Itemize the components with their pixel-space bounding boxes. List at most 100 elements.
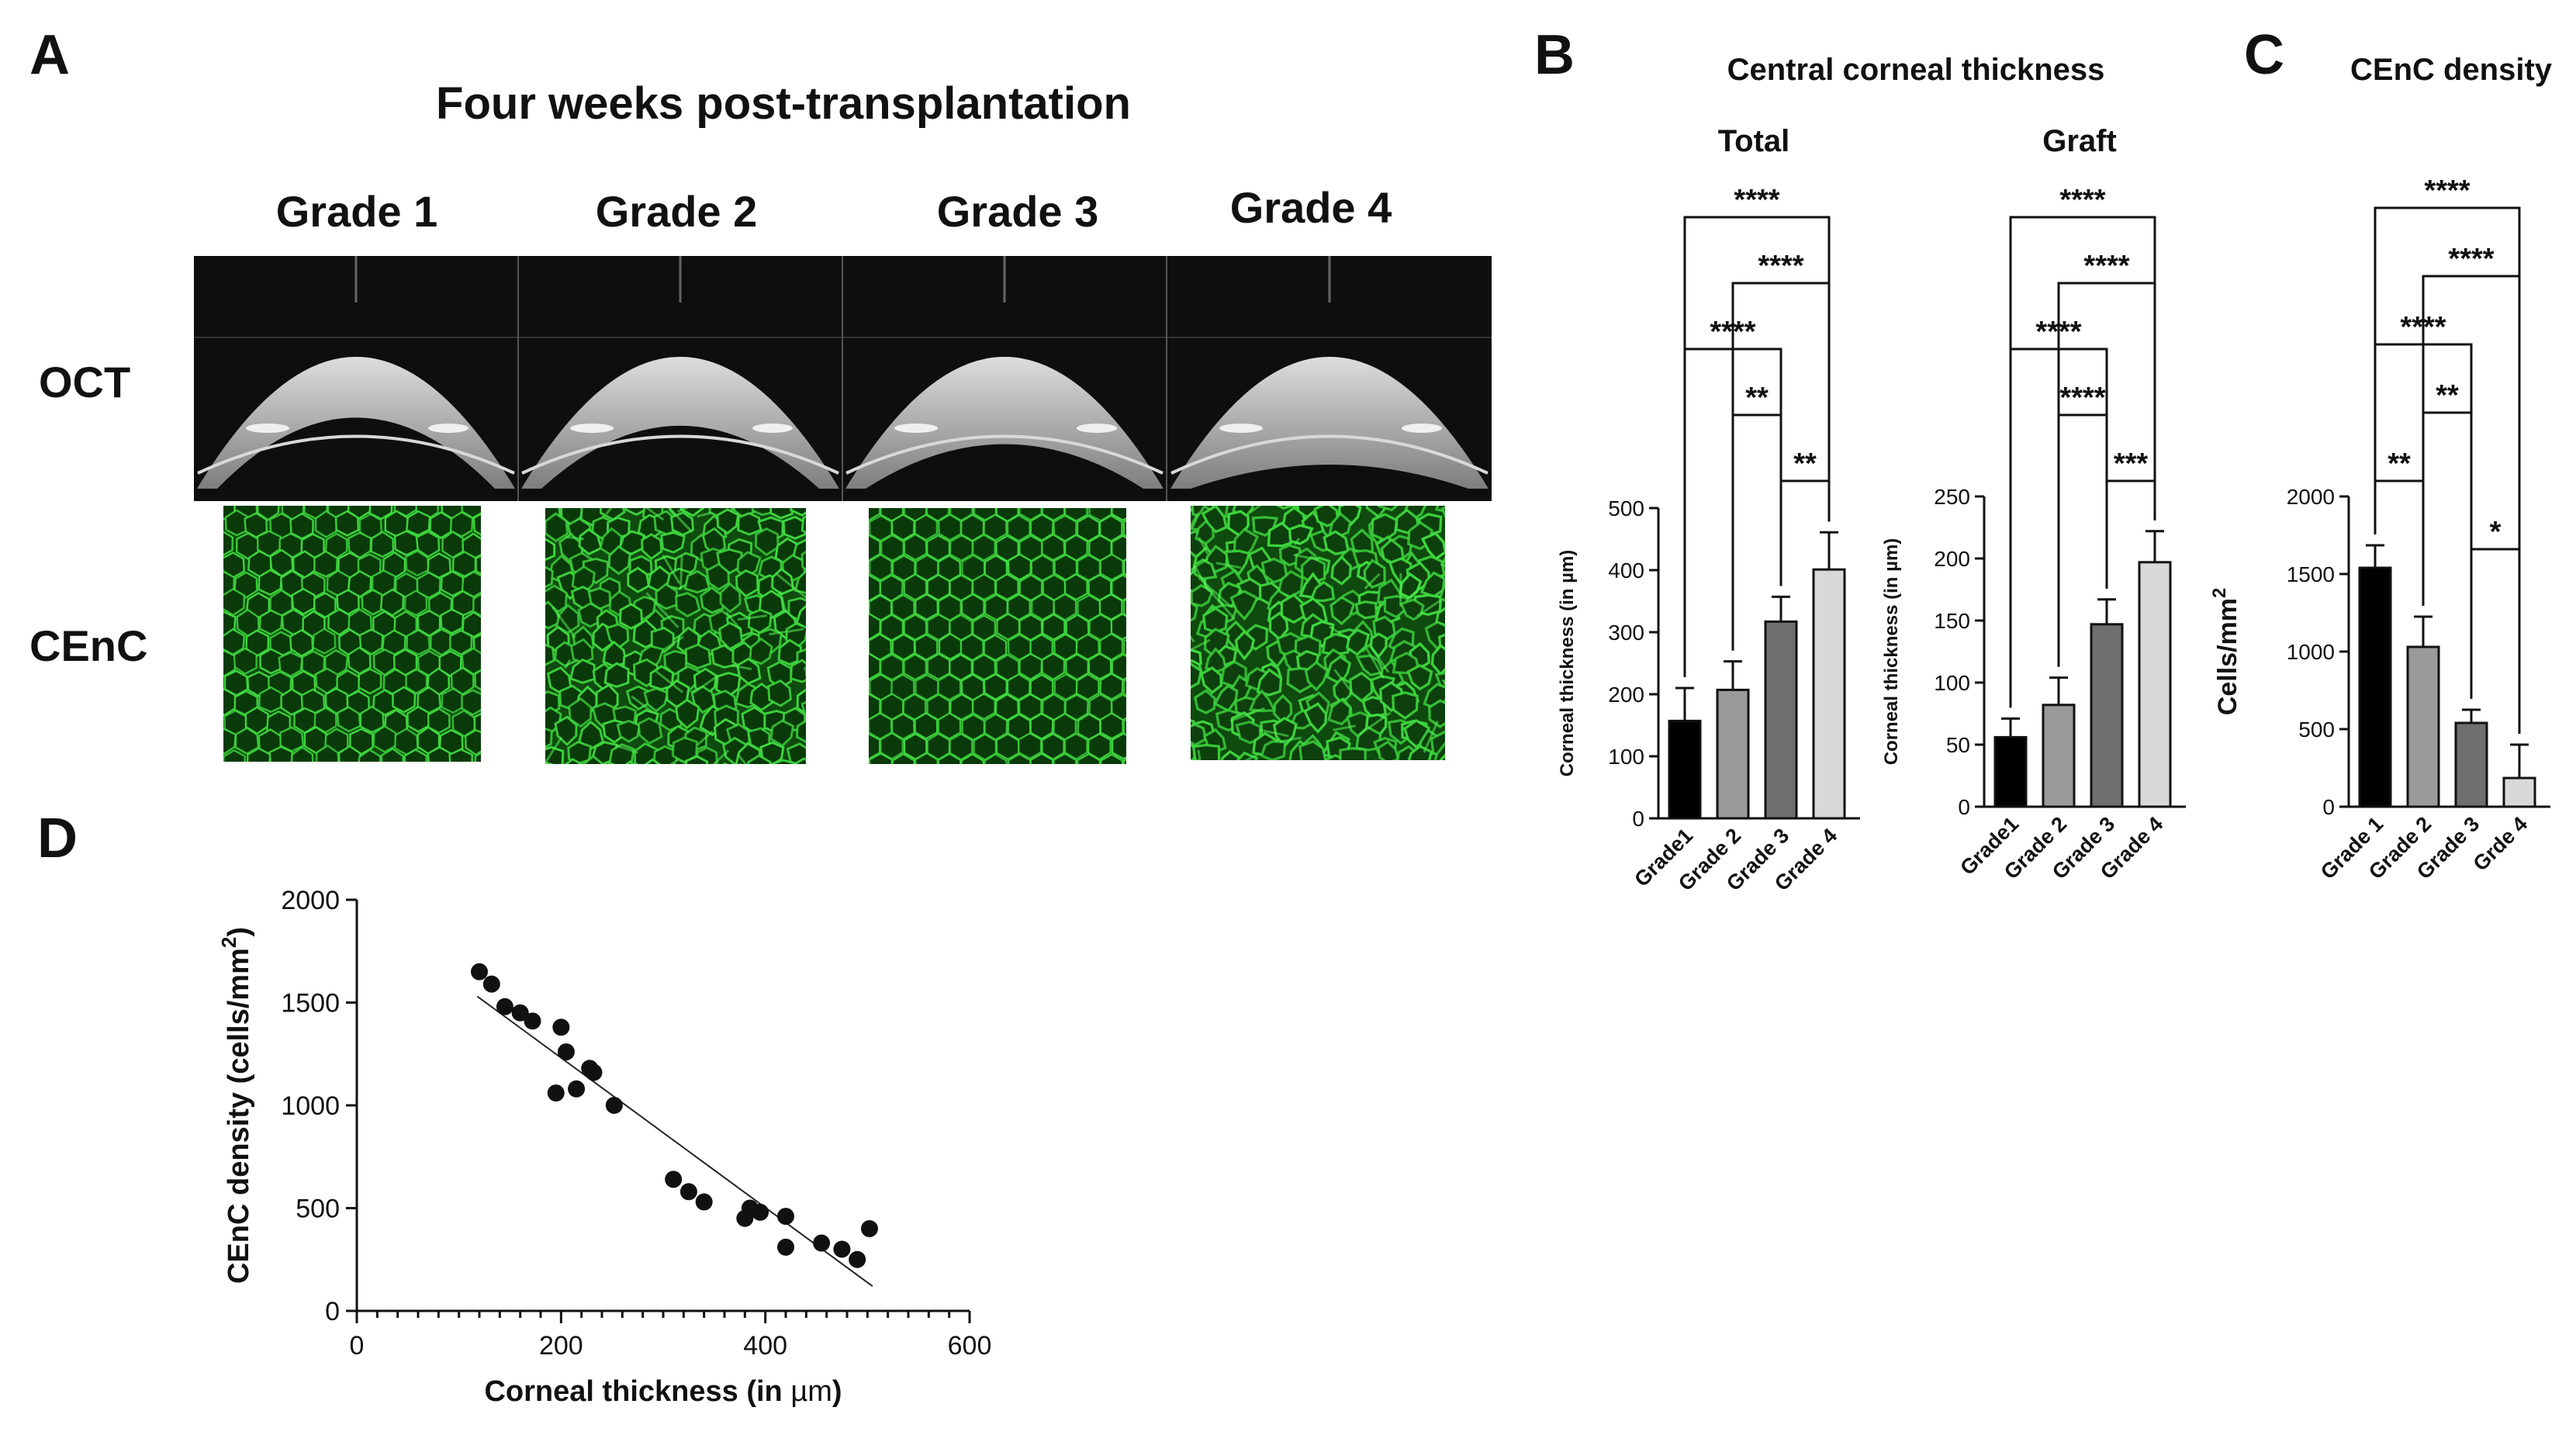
scatter-point: [833, 1241, 850, 1258]
scatter-point: [665, 1170, 682, 1188]
scatter-point: [524, 1012, 541, 1029]
y-tick-label: 2000: [2287, 485, 2335, 509]
panel-a-title: Four weeks post-transplantation: [365, 78, 1202, 130]
x-tick-label: 0: [350, 1331, 365, 1361]
x-tick-label: 200: [539, 1331, 583, 1361]
scatter-point: [548, 1084, 565, 1101]
y-tick-label: 100: [1934, 671, 1970, 695]
scatter-point: [777, 1239, 794, 1256]
scatter-point: [606, 1097, 623, 1114]
significance-label: **: [2388, 448, 2411, 480]
panel-d-letter: D: [37, 807, 78, 870]
y-tick-label: 300: [1608, 621, 1644, 645]
scatter-point: [585, 1064, 602, 1081]
significance-label: ****: [1734, 184, 1779, 216]
cenc-image-grade-4: [1191, 506, 1445, 760]
scatter-point: [680, 1183, 697, 1200]
significance-label: ****: [2035, 316, 2081, 348]
oct-strip: [194, 256, 1492, 501]
y-tick-label: 200: [1934, 547, 1970, 571]
significance-label: ****: [2059, 382, 2105, 414]
chart-title: Total: [1718, 124, 1790, 158]
panel-c-title: CEnC density: [2350, 53, 2552, 88]
y-axis-label: Corneal thickness (in µm): [1557, 550, 1578, 777]
bar: [1717, 690, 1748, 818]
y-tick-label: 500: [296, 1195, 340, 1224]
panel-b-title: Central corneal thickness: [1675, 53, 2156, 88]
significance-label: ****: [2083, 250, 2129, 282]
bar: [2456, 723, 2487, 807]
significance-label: **: [1745, 382, 1769, 414]
scatter-point: [552, 1018, 569, 1036]
bar: [2408, 647, 2439, 807]
y-tick-label: 0: [1632, 807, 1644, 831]
y-tick-label: 0: [2322, 795, 2335, 819]
bar: [1669, 721, 1700, 818]
significance-bracket: [2471, 549, 2519, 734]
scatter-point: [861, 1220, 878, 1237]
scatter-point: [849, 1251, 866, 1268]
y-tick-label: 500: [1608, 496, 1644, 520]
grade-label-2: Grade 2: [552, 186, 800, 237]
x-tick-label: 400: [743, 1331, 787, 1361]
scatter-point: [696, 1194, 713, 1211]
scatter-point: [752, 1204, 769, 1221]
significance-label: ****: [2424, 175, 2470, 207]
y-tick-label: 1000: [281, 1091, 340, 1121]
panel-a-letter: A: [29, 23, 70, 87]
y-tick-label: 250: [1934, 485, 1970, 509]
bar: [2043, 705, 2074, 807]
y-tick-label: 1500: [2287, 562, 2335, 586]
x-tick-label: Grde 4: [2469, 812, 2533, 876]
row-label-oct: OCT: [39, 357, 130, 407]
scatter-point: [813, 1235, 830, 1252]
panel-b-letter: B: [1534, 23, 1575, 87]
grade-label-1: Grade 1: [233, 186, 481, 237]
bar: [2139, 562, 2170, 807]
bar: [2091, 624, 2122, 807]
significance-label: ***: [2114, 448, 2149, 480]
y-axis-label: Cells/mm2: [2211, 588, 2242, 715]
y-tick-label: 0: [1958, 795, 1970, 819]
scatter-point: [777, 1208, 794, 1225]
y-tick-label: 1000: [2287, 640, 2335, 664]
x-tick-label: 600: [948, 1331, 992, 1361]
scatter-point: [496, 998, 513, 1015]
row-label-cenc: CEnC: [29, 621, 147, 671]
chart-d-scatter: 0 500 1000 1500 2000 0 200 400 600 Corneal thickn…: [194, 861, 1047, 1435]
y-tick-label: 1500: [281, 989, 340, 1018]
cenc-image-grade-2: [545, 508, 806, 764]
bar: [2504, 778, 2535, 807]
significance-label: ****: [1710, 316, 1755, 348]
significance-bracket: [1733, 415, 1781, 651]
significance-label: *: [2490, 516, 2502, 548]
x-axis-label: Corneal thickness (in µm): [484, 1375, 842, 1408]
significance-label: ****: [1758, 250, 1803, 282]
bar: [1995, 737, 2026, 807]
significance-label: **: [1793, 448, 1817, 480]
y-axis-label: Corneal thickness (in µm): [1881, 538, 1902, 766]
grade-label-3: Grade 3: [894, 186, 1142, 237]
y-tick-label: 50: [1946, 733, 1970, 757]
y-axis-label: CEnC density (cells/mm2): [217, 927, 255, 1284]
y-tick-label: 100: [1608, 745, 1644, 769]
cenc-image-grade-3: [869, 508, 1126, 764]
y-tick-label: 200: [1608, 683, 1644, 707]
scatter-point: [471, 963, 488, 980]
y-tick-label: 2000: [281, 886, 340, 915]
scatter-point: [483, 976, 500, 993]
significance-label: ****: [2059, 184, 2105, 216]
significance-label: ****: [2400, 311, 2446, 344]
y-tick-label: 500: [2298, 718, 2335, 742]
bar: [1765, 621, 1796, 818]
grade-label-4: Grade 4: [1187, 182, 1435, 233]
cenc-image-grade-1: [223, 506, 481, 762]
y-tick-label: 0: [325, 1297, 340, 1326]
bar: [1814, 569, 1845, 818]
scatter-point: [568, 1081, 585, 1098]
scatter-point: [558, 1043, 575, 1060]
y-tick-label: 150: [1934, 609, 1970, 633]
